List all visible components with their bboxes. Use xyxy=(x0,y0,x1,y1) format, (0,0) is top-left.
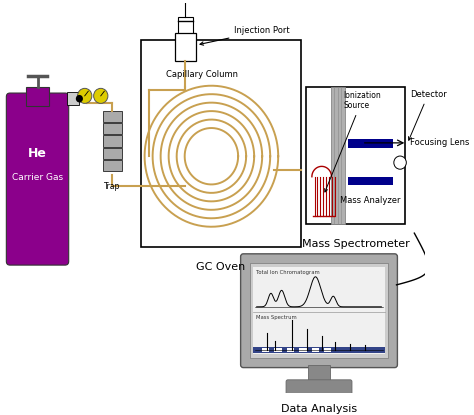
Text: Mass Analyzer: Mass Analyzer xyxy=(340,195,401,205)
FancyBboxPatch shape xyxy=(241,254,397,368)
Bar xyxy=(274,348,282,352)
Bar xyxy=(253,267,385,354)
Bar xyxy=(175,33,196,61)
Text: Focusing Lens: Focusing Lens xyxy=(410,138,469,147)
Bar xyxy=(324,348,331,352)
Text: GC Oven: GC Oven xyxy=(196,262,246,272)
Bar xyxy=(348,177,393,185)
Text: Capillary Column: Capillary Column xyxy=(166,71,238,80)
Bar xyxy=(253,347,385,354)
Bar xyxy=(102,123,122,134)
Bar xyxy=(26,88,49,106)
Text: Data Analysis: Data Analysis xyxy=(281,404,357,414)
Bar xyxy=(102,148,122,159)
Bar xyxy=(102,111,122,122)
Text: Injection Port: Injection Port xyxy=(200,27,290,45)
Bar xyxy=(300,348,307,352)
Text: Total Ion Chromatogram: Total Ion Chromatogram xyxy=(256,270,319,275)
Bar xyxy=(306,88,405,224)
Text: He: He xyxy=(28,147,47,160)
Bar xyxy=(249,263,389,358)
Bar xyxy=(262,348,269,352)
Text: Mass Spectrum: Mass Spectrum xyxy=(256,315,297,320)
FancyBboxPatch shape xyxy=(286,380,352,397)
Bar xyxy=(308,365,330,382)
Circle shape xyxy=(394,156,406,169)
Bar xyxy=(312,348,319,352)
FancyBboxPatch shape xyxy=(6,93,69,265)
Circle shape xyxy=(78,88,92,103)
Bar xyxy=(348,139,393,148)
Text: Ionization
Source: Ionization Source xyxy=(325,91,381,192)
Bar xyxy=(330,88,345,224)
Text: Carrier Gas: Carrier Gas xyxy=(12,173,63,182)
Bar xyxy=(67,92,79,105)
Text: Detector: Detector xyxy=(409,90,447,140)
Text: Trap: Trap xyxy=(104,182,120,191)
Bar xyxy=(287,348,294,352)
Bar xyxy=(178,17,192,47)
Circle shape xyxy=(76,95,83,103)
Text: Mass Spectrometer: Mass Spectrometer xyxy=(301,239,410,249)
Bar xyxy=(141,40,301,247)
Circle shape xyxy=(94,88,108,103)
Bar xyxy=(102,135,122,146)
Bar xyxy=(102,160,122,171)
